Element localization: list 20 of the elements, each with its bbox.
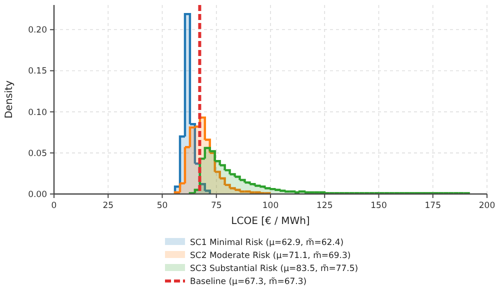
x-tick-label: 175 [424, 201, 441, 211]
y-tick-label: 0.00 [28, 190, 47, 200]
x-tick-label: 25 [102, 201, 114, 211]
x-tick-label: 150 [370, 201, 387, 211]
y-tick-label: 0.20 [28, 26, 47, 36]
x-tick-label: 200 [478, 201, 496, 211]
y-tick-label: 0.10 [28, 108, 47, 118]
x-tick-label: 0 [51, 201, 57, 211]
x-tick-label: 50 [156, 201, 168, 211]
y-axis-title: Density [4, 80, 15, 119]
legend-label: SC2 Moderate Risk (μ=71.1, m̃=69.3) [190, 251, 351, 261]
x-axis-title: LCOE [€ / MWh] [231, 216, 310, 227]
x-tick-label: 75 [210, 201, 222, 211]
x-tick-label: 100 [262, 201, 279, 211]
legend-label: SC3 Substantial Risk (μ=83.5, m̃=77.5) [190, 264, 358, 274]
y-tick-label: 0.05 [28, 148, 47, 159]
legend-label: Baseline (μ=67.3, m̃=67.3) [190, 277, 307, 287]
y-tick-label: 0.15 [28, 66, 47, 77]
legend-label: SC1 Minimal Risk (μ=62.9, m̃=62.4) [190, 238, 344, 248]
x-tick-label: 125 [316, 201, 333, 211]
